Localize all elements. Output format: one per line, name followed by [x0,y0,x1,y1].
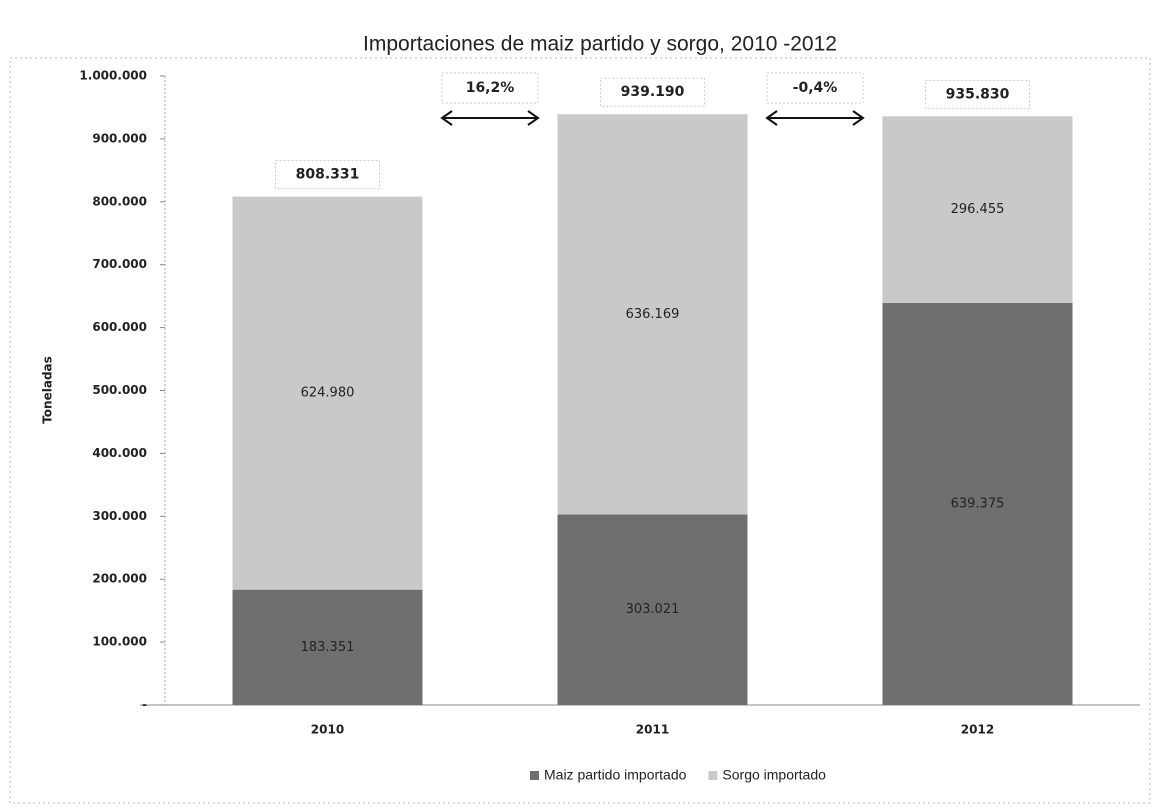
y-tick-label: 500.000 [92,383,147,397]
value-label: 303.021 [626,602,680,617]
x-tick-label: 2012 [961,723,994,737]
y-tick-label: 400.000 [92,446,147,460]
y-tick-label: 300.000 [92,509,147,523]
chart-title: Importaciones de maiz partido y sorgo, 2… [363,33,837,56]
x-tick-label: 2011 [636,723,669,737]
total-box [600,77,705,107]
total-label: 939.190 [621,84,685,100]
y-tick-label: 900.000 [92,131,147,145]
bar-segment [557,514,748,705]
total-box [925,79,1030,109]
annotation: -0,4% [793,80,838,96]
bar-segment [232,589,423,705]
x-tick-label: 2010 [311,723,344,737]
legend-swatch [708,771,718,780]
annotation: 16,2% [466,80,515,96]
chart-border [9,57,1151,804]
bar-segment [882,302,1073,705]
legend-swatch [530,771,539,780]
y-tick-label: 800.000 [92,194,147,208]
y-tick-label: 200.000 [92,572,147,586]
annotation-box [766,72,864,104]
bar-segment [557,114,748,515]
total-label: 808.331 [296,167,360,183]
value-label: 636.169 [626,307,680,322]
value-label: 624.980 [301,386,355,401]
legend-label: Sorgo importado [722,767,826,783]
y-tick-label: - [142,698,147,712]
arrow [440,110,540,126]
value-label: 639.375 [951,496,1005,511]
annotation-box [441,72,539,104]
y-axis-label: Toneladas [41,356,55,424]
bar-segment [882,116,1073,303]
value-label: 296.455 [951,202,1005,217]
total-box [275,160,380,190]
bar-segment [232,196,423,590]
legend-label: Maiz partido importado [544,767,687,783]
total-label: 935.830 [946,86,1010,102]
y-tick-label: 1.000.000 [79,69,147,83]
y-tick-label: 600.000 [92,320,147,334]
arrow [765,110,865,126]
y-tick-label: 100.000 [92,635,147,649]
value-label: 183.351 [301,640,355,655]
y-tick-label: 700.000 [92,257,147,271]
